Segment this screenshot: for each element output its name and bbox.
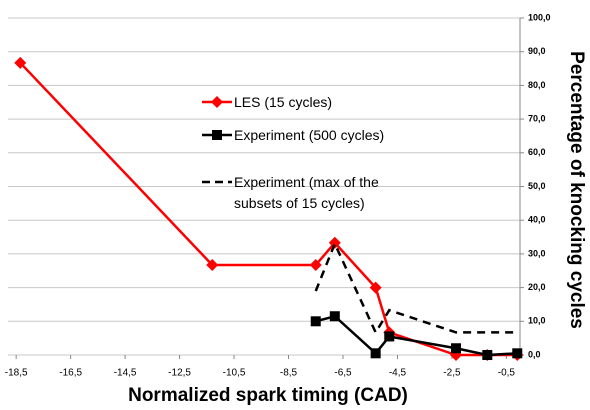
- marker: [206, 259, 219, 272]
- x-tick-label: -6,5: [334, 368, 352, 379]
- legend-item: LES (15 cycles): [200, 92, 419, 113]
- y-tick-label: 30,0: [528, 248, 546, 258]
- x-tick-label: -18,5: [5, 368, 28, 379]
- y-tick-label: 60,0: [528, 147, 546, 157]
- y-tick-label: 70,0: [528, 113, 546, 123]
- legend-swatch: [202, 130, 232, 140]
- marker: [482, 350, 493, 360]
- marker: [451, 343, 461, 354]
- legend-label: LES (15 cycles): [234, 94, 333, 110]
- y-axis-title: Percentage of knocking cycles: [566, 51, 587, 329]
- legend-swatch: [202, 180, 232, 184]
- x-tick-label: -0,5: [498, 368, 516, 379]
- legend-label: Experiment (max of the subsets of 15 cyc…: [234, 174, 379, 211]
- marker: [328, 236, 341, 249]
- series-line: [315, 314, 518, 357]
- y-tick-label: 20,0: [528, 282, 546, 292]
- x-tick-label: -2,5: [443, 368, 461, 379]
- marker: [370, 348, 381, 359]
- x-tick-label: -8,5: [280, 368, 298, 379]
- legend-swatch: [202, 96, 232, 108]
- y-tick-label: 100,0: [528, 12, 551, 22]
- y-tick-label: 80,0: [528, 80, 546, 90]
- y-tick-label: 10,0: [528, 316, 546, 326]
- legend-item: Experiment (max of the subsets of 15 cyc…: [200, 172, 419, 214]
- marker: [329, 311, 340, 322]
- x-tick-label: -16,5: [59, 368, 82, 379]
- y-tick-label: 40,0: [528, 215, 546, 225]
- marker: [512, 348, 523, 359]
- x-axis-title: Normalized spark timing (CAD): [128, 385, 408, 406]
- legend-item: Experiment (500 cycles): [200, 125, 419, 146]
- marker: [369, 281, 382, 294]
- x-tick-label: -10,5: [223, 368, 246, 379]
- marker: [309, 259, 322, 272]
- y-tick-label: 90,0: [528, 46, 546, 56]
- x-tick-label: -14,5: [114, 368, 137, 379]
- marker: [384, 331, 395, 342]
- marker: [14, 56, 27, 69]
- marker: [310, 316, 321, 327]
- legend-label: Experiment (500 cycles): [234, 127, 385, 143]
- series-line: [314, 240, 518, 336]
- x-tick-label: -12,5: [168, 368, 191, 379]
- y-tick-label: 50,0: [528, 181, 546, 191]
- y-tick-label: 0,0: [528, 349, 541, 359]
- marker: [211, 96, 223, 108]
- marker: [212, 130, 222, 140]
- x-tick-label: -4,5: [389, 368, 407, 379]
